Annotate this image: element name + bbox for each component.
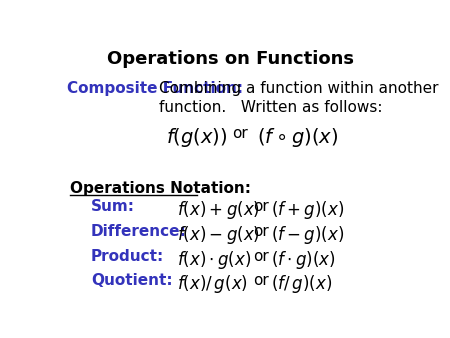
Text: Composite Function:: Composite Function: [67, 81, 243, 96]
Text: Difference:: Difference: [91, 224, 187, 239]
Text: $f(x)+g(x)$: $f(x)+g(x)$ [176, 199, 260, 221]
Text: or: or [232, 126, 248, 141]
Text: or: or [253, 273, 269, 289]
Text: Combining a function within another: Combining a function within another [159, 81, 439, 96]
Text: function.   Written as follows:: function. Written as follows: [159, 100, 382, 115]
Text: $f(x)/\, g(x)$: $f(x)/\, g(x)$ [176, 273, 248, 295]
Text: $(f \circ g)(x)$: $(f \circ g)(x)$ [257, 126, 338, 149]
Text: Product:: Product: [91, 249, 164, 264]
Text: or: or [253, 249, 269, 264]
Text: Operations on Functions: Operations on Functions [107, 50, 354, 68]
Text: $(f+g)(x)$: $(f+g)(x)$ [271, 199, 344, 221]
Text: Quotient:: Quotient: [91, 273, 173, 289]
Text: $(f/\, g)(x)$: $(f/\, g)(x)$ [271, 273, 332, 295]
Text: $f(x)\cdot g(x)$: $f(x)\cdot g(x)$ [176, 249, 251, 271]
Text: $(f-g)(x)$: $(f-g)(x)$ [271, 224, 344, 246]
Text: $f(x)-g(x)$: $f(x)-g(x)$ [176, 224, 260, 246]
Text: $f(g(x))$: $f(g(x))$ [166, 126, 228, 149]
Text: or: or [253, 224, 269, 239]
Text: Operations Notation:: Operations Notation: [70, 181, 251, 196]
Text: Sum:: Sum: [91, 199, 135, 214]
Text: $(f \cdot g)(x)$: $(f \cdot g)(x)$ [271, 249, 335, 271]
Text: or: or [253, 199, 269, 214]
